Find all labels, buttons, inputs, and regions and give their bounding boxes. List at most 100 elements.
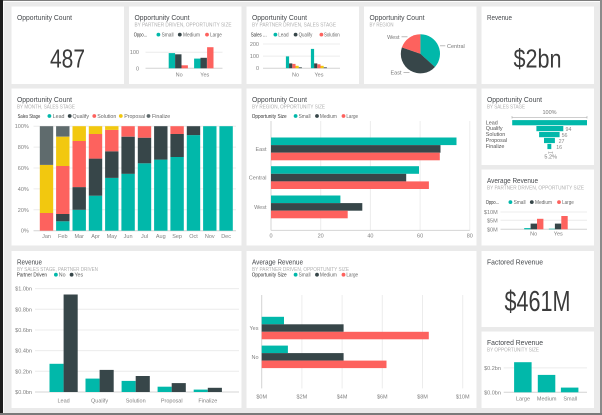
svg-text:Opportunity Size: Opportunity Size [252, 114, 287, 120]
svg-text:0: 0 [256, 66, 259, 72]
svg-text:Oct: Oct [189, 234, 198, 240]
svg-text:May: May [107, 234, 118, 240]
svg-text:Lead: Lead [278, 33, 288, 39]
svg-text:Lead: Lead [486, 120, 498, 126]
svg-text:Jan: Jan [42, 234, 51, 240]
svg-text:BY PARTNER DRIVEN, OPPORTUNITY: BY PARTNER DRIVEN, OPPORTUNITY SIZE [135, 22, 232, 28]
svg-text:Yes: Yes [250, 326, 259, 332]
svg-text:Finalize: Finalize [198, 398, 217, 404]
svg-text:Oppo...: Oppo... [134, 33, 147, 39]
svg-text:$0.2bn: $0.2bn [15, 369, 32, 375]
svg-text:Opportunity Count: Opportunity Count [370, 13, 426, 22]
svg-text:BY SALES STAGE, PARTNER DRIVEN: BY SALES STAGE, PARTNER DRIVEN [17, 267, 98, 273]
svg-text:Lead: Lead [53, 114, 65, 120]
svg-text:Jul: Jul [141, 234, 148, 240]
svg-text:Average Revenue: Average Revenue [252, 258, 303, 267]
svg-text:20%: 20% [18, 208, 29, 214]
svg-text:Proposal: Proposal [124, 114, 145, 120]
svg-text:60: 60 [417, 234, 423, 240]
svg-text:Apr: Apr [91, 234, 100, 240]
svg-text:60%: 60% [18, 166, 29, 172]
svg-text:BY PARTNER DRIVEN, OPPORTUNITY: BY PARTNER DRIVEN, OPPORTUNITY SIZE [252, 267, 349, 273]
svg-text:100: 100 [130, 50, 139, 56]
svg-text:Opportunity Count: Opportunity Count [252, 95, 308, 104]
svg-text:Qualify: Qualify [73, 114, 90, 120]
svg-text:Qualify: Qualify [91, 398, 108, 404]
svg-text:$10M: $10M [456, 394, 470, 400]
svg-text:$461M: $461M [505, 286, 571, 318]
svg-text:Factored Revenue: Factored Revenue [487, 258, 543, 267]
svg-text:Finalize: Finalize [152, 114, 170, 120]
svg-text:Central: Central [249, 176, 267, 182]
svg-text:Oppo...: Oppo... [486, 200, 499, 206]
svg-text:West: West [387, 35, 400, 41]
svg-text:BY MONTH, SALES STAGE: BY MONTH, SALES STAGE [17, 104, 75, 110]
svg-text:100%: 100% [15, 124, 29, 130]
svg-text:$0M: $0M [256, 394, 267, 400]
svg-text:Yes: Yes [315, 73, 324, 79]
svg-text:No: No [530, 232, 537, 238]
svg-text:40: 40 [367, 234, 373, 240]
svg-text:Small: Small [514, 200, 526, 206]
svg-text:Opportunity Count: Opportunity Count [487, 95, 543, 104]
svg-text:Sep: Sep [172, 234, 182, 240]
svg-text:Large: Large [346, 114, 358, 120]
svg-text:Dec: Dec [221, 234, 231, 240]
svg-text:No: No [176, 73, 183, 79]
svg-text:Revenue: Revenue [487, 13, 512, 22]
svg-text:$0M: $0M [487, 227, 498, 233]
svg-text:27: 27 [559, 139, 565, 145]
svg-text:East: East [255, 147, 266, 153]
svg-text:$0.6bn: $0.6bn [15, 328, 32, 334]
svg-text:Mar: Mar [74, 234, 84, 240]
svg-text:Sales Stage: Sales Stage [18, 114, 41, 120]
svg-text:$2bn: $2bn [514, 44, 562, 74]
svg-text:Feb: Feb [58, 234, 67, 240]
svg-text:80%: 80% [18, 145, 29, 151]
svg-text:5.2%: 5.2% [544, 154, 557, 160]
svg-text:Small: Small [299, 273, 311, 279]
svg-text:Medium: Medium [535, 200, 553, 206]
svg-text:Factored Revenue: Factored Revenue [487, 338, 543, 347]
svg-text:Opportunity Count: Opportunity Count [17, 95, 73, 104]
svg-text:Lead: Lead [57, 398, 69, 404]
svg-text:Opportunity Count: Opportunity Count [252, 13, 308, 22]
svg-text:BY PARTNER DRIVEN, SALES STAGE: BY PARTNER DRIVEN, SALES STAGE [252, 22, 336, 28]
svg-text:Yes: Yes [200, 73, 209, 79]
svg-text:Solution: Solution [324, 33, 340, 39]
svg-text:Jun: Jun [124, 234, 133, 240]
svg-text:$0.2bn: $0.2bn [484, 366, 501, 372]
svg-text:$1.0bn: $1.0bn [15, 287, 32, 293]
svg-text:Solution: Solution [126, 398, 146, 404]
svg-text:Yes: Yes [554, 232, 563, 238]
svg-text:Small: Small [162, 33, 174, 39]
svg-text:56: 56 [562, 133, 568, 139]
svg-text:Solution: Solution [97, 114, 116, 120]
svg-text:No: No [59, 273, 66, 279]
svg-text:Aug: Aug [156, 234, 166, 240]
svg-text:487: 487 [50, 46, 85, 74]
svg-text:0%: 0% [21, 229, 29, 235]
svg-text:Small: Small [299, 114, 311, 120]
svg-text:$6M: $6M [377, 394, 388, 400]
svg-text:$5M: $5M [487, 218, 498, 224]
svg-text:0: 0 [136, 66, 139, 72]
svg-text:Medium: Medium [320, 273, 338, 279]
svg-text:Proposal: Proposal [486, 138, 507, 144]
svg-text:Opportunity Count: Opportunity Count [17, 13, 73, 22]
svg-text:Nov: Nov [205, 234, 215, 240]
svg-text:Finalize: Finalize [486, 144, 505, 150]
svg-text:Proposal: Proposal [161, 398, 183, 404]
svg-text:Opportunity Size: Opportunity Size [252, 273, 287, 279]
svg-text:BY OPPORTUNITY SIZE: BY OPPORTUNITY SIZE [487, 347, 539, 353]
svg-text:Solution: Solution [486, 132, 505, 138]
svg-text:$8M: $8M [417, 394, 428, 400]
svg-text:100: 100 [250, 54, 259, 60]
svg-text:200: 200 [250, 42, 259, 48]
svg-text:Revenue: Revenue [17, 258, 42, 267]
svg-text:Medium: Medium [183, 33, 201, 39]
svg-text:$2M: $2M [297, 394, 308, 400]
svg-text:$0.4bn: $0.4bn [15, 349, 32, 355]
svg-text:East: East [390, 70, 401, 76]
svg-text:$0.0bn: $0.0bn [484, 390, 501, 396]
